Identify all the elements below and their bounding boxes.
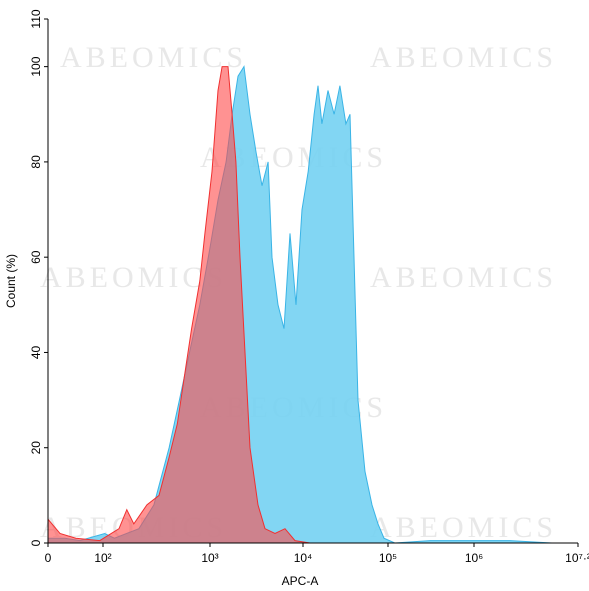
x-tick-label: 10⁵ [379, 551, 397, 565]
y-tick-label: 60 [29, 250, 43, 264]
x-tick-label: 10³ [201, 551, 218, 565]
histogram-area [47, 66, 311, 544]
x-axis-title: APC-A [282, 574, 319, 588]
watermark: ABEOMICS [40, 261, 227, 294]
watermark: ABEOMICS [60, 41, 247, 74]
y-tick-label: 20 [29, 441, 43, 455]
y-tick-label: 100 [29, 56, 43, 76]
x-tick-label: 10² [94, 551, 111, 565]
y-tick-label: 110 [29, 9, 43, 28]
watermark: ABEOMICS [370, 261, 557, 294]
y-tick-label: 0 [29, 539, 43, 546]
x-tick-label: 10⁴ [294, 551, 313, 565]
x-tick-label: 10⁷·² [565, 551, 589, 565]
x-tick-label: 0 [45, 551, 52, 565]
watermark: ABEOMICS [370, 41, 557, 74]
y-tick-label: 40 [29, 345, 43, 359]
x-tick-label: 10⁶ [465, 551, 483, 565]
watermark: ABEOMICS [370, 511, 557, 544]
y-tick-label: 80 [29, 155, 43, 169]
histogram-area [47, 65, 552, 544]
y-axis-title: Count (%) [4, 254, 18, 308]
